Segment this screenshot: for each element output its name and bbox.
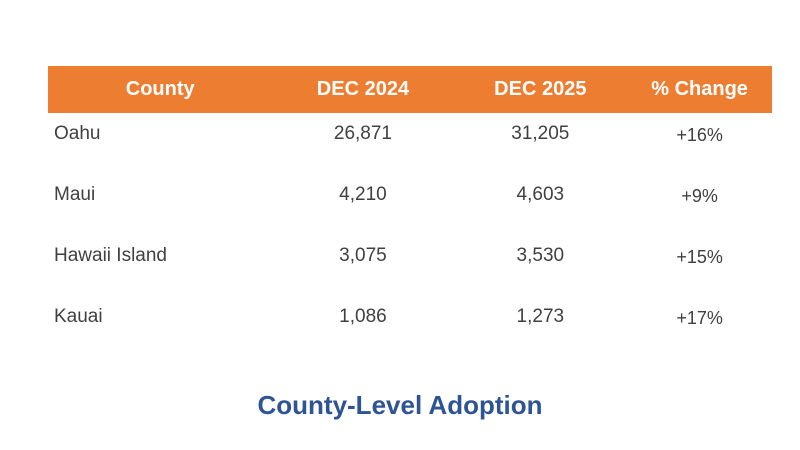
- header-cell-dec-2024: DEC 2024: [272, 66, 454, 113]
- cell-dec-2024: 1,086: [272, 296, 454, 357]
- cell-pct-change: +9%: [627, 174, 772, 235]
- table-row: Hawaii Island 3,075 3,530 +15%: [48, 235, 772, 296]
- cell-county: Kauai: [48, 296, 273, 357]
- adoption-table: County DEC 2024 DEC 2025 % Change Oahu 2…: [48, 66, 772, 357]
- cell-dec-2025: 1,273: [453, 296, 628, 357]
- cell-county: Maui: [48, 174, 273, 235]
- table-row: Oahu 26,871 31,205 +16%: [48, 113, 772, 174]
- table-header-row: County DEC 2024 DEC 2025 % Change: [48, 66, 772, 113]
- table-row: Kauai 1,086 1,273 +17%: [48, 296, 772, 357]
- header-cell-dec-2025: DEC 2025: [453, 66, 628, 113]
- cell-dec-2024: 3,075: [272, 235, 454, 296]
- cell-county: Oahu: [48, 113, 273, 174]
- cell-pct-change: +16%: [627, 113, 772, 174]
- cell-dec-2025: 3,530: [453, 235, 628, 296]
- table-row: Maui 4,210 4,603 +9%: [48, 174, 772, 235]
- cell-dec-2025: 4,603: [453, 174, 628, 235]
- cell-pct-change: +15%: [627, 235, 772, 296]
- header-cell-county: County: [48, 66, 273, 113]
- cell-dec-2024: 26,871: [272, 113, 454, 174]
- cell-county: Hawaii Island: [48, 235, 273, 296]
- cell-pct-change: +17%: [627, 296, 772, 357]
- header-cell-pct-change: % Change: [627, 66, 772, 113]
- table-caption: County-Level Adoption: [257, 390, 543, 420]
- cell-dec-2024: 4,210: [272, 174, 454, 235]
- cell-dec-2025: 31,205: [453, 113, 628, 174]
